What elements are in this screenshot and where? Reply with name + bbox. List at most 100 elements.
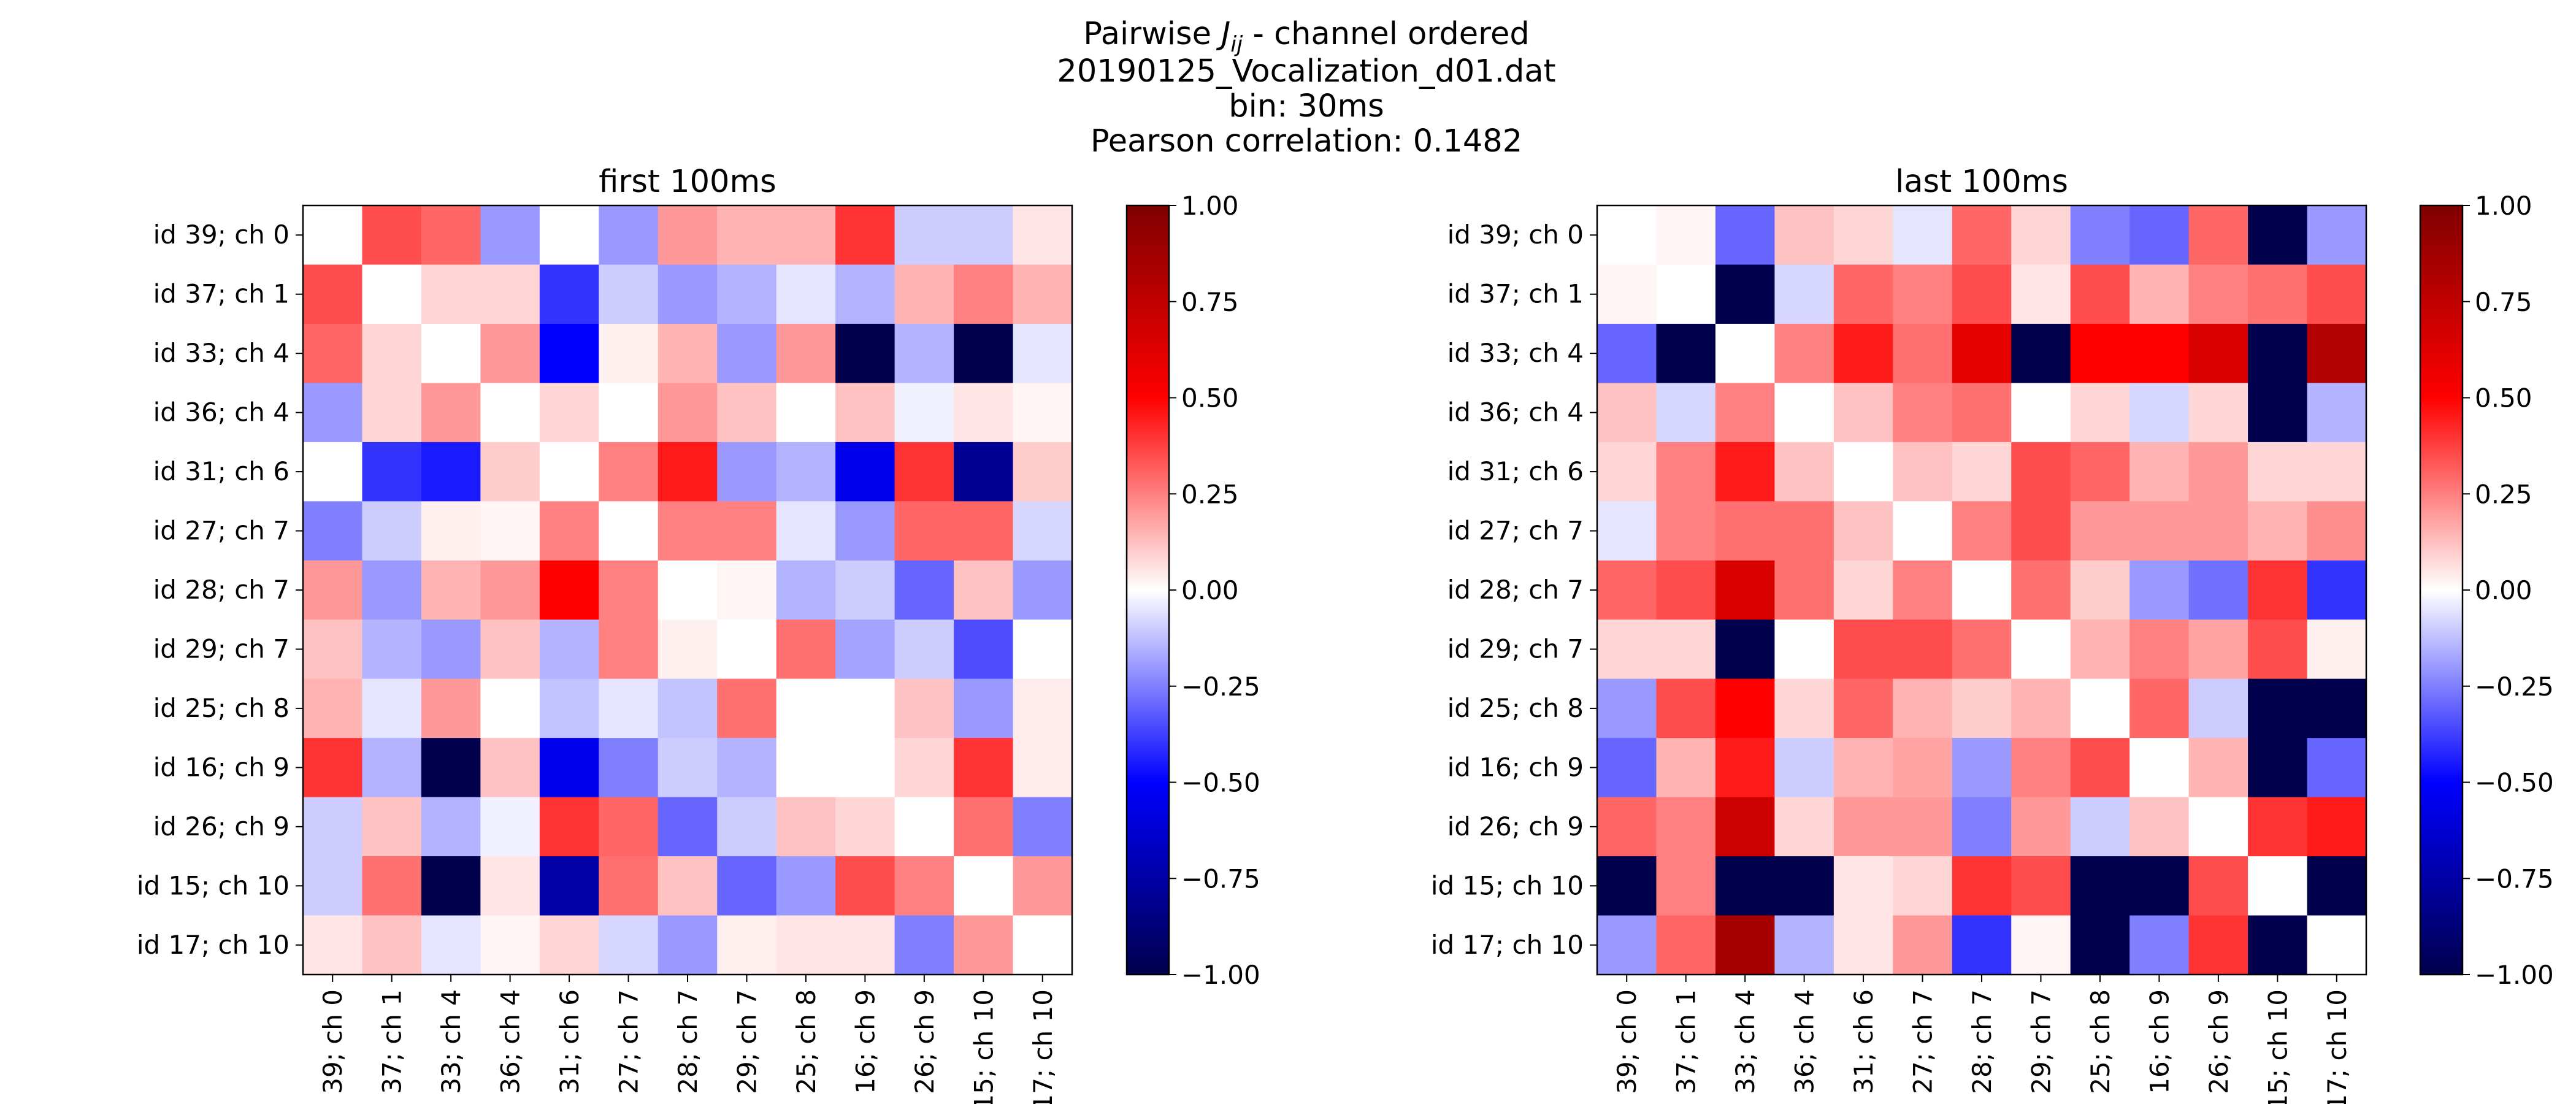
heatmap-cell <box>1774 442 1834 502</box>
x-tick-label: id 15; ch 10 <box>968 989 999 1104</box>
heatmap-cells <box>303 205 1073 975</box>
y-tick-label: id 31; ch 6 <box>1447 456 1584 486</box>
colorbar-tick-label: −1.00 <box>2475 960 2554 990</box>
heatmap-cell <box>480 383 540 443</box>
x-tick-label: id 36; ch 4 <box>1790 989 1820 1104</box>
heatmap-cell <box>2307 560 2367 620</box>
heatmap-cell <box>2248 560 2308 620</box>
heatmap-cell <box>835 915 895 975</box>
heatmap-cell <box>894 323 954 383</box>
panel-title-first: first 100ms <box>599 164 776 200</box>
x-tick-label: id 16; ch 9 <box>850 989 880 1104</box>
y-tick-label: id 39; ch 0 <box>153 220 289 250</box>
heatmap-cell <box>1715 856 1775 916</box>
heatmap-cell <box>539 501 599 561</box>
figure-suptitle: Pairwise Jij - channel ordered20190125_V… <box>1057 16 1555 159</box>
heatmap-cell <box>717 678 777 738</box>
heatmap-cell <box>303 619 363 680</box>
x-tick-label: id 25; ch 8 <box>791 989 821 1104</box>
heatmap-cell <box>1774 738 1834 798</box>
heatmap-cell <box>2307 442 2367 502</box>
heatmap-cell <box>894 619 954 680</box>
heatmap-cell <box>2011 323 2071 383</box>
heatmap-cell <box>1715 205 1775 266</box>
heatmap-cell <box>894 797 954 857</box>
heatmap-cell <box>1597 797 1657 857</box>
heatmap-cell <box>362 560 422 620</box>
heatmap-cell <box>2011 383 2071 443</box>
heatmap-cell <box>1893 383 1953 443</box>
heatmap-cell <box>1833 738 1893 798</box>
heatmap-cell <box>1893 501 1953 561</box>
heatmap-cell <box>894 560 954 620</box>
heatmap-cell <box>480 678 540 738</box>
y-tick-label: id 17; ch 10 <box>137 930 289 960</box>
heatmap-cell <box>2248 264 2308 324</box>
y-tick-label: id 28; ch 7 <box>153 575 289 605</box>
heatmap-cell <box>303 323 363 383</box>
heatmap-cell <box>1597 856 1657 916</box>
heatmap-cell <box>2070 856 2130 916</box>
heatmap-cell <box>421 205 481 266</box>
heatmap-cell <box>1833 560 1893 620</box>
heatmap-cell <box>599 560 659 620</box>
heatmap-cell <box>421 501 481 561</box>
heatmap-cell <box>1597 383 1657 443</box>
suptitle-line-2: 20190125_Vocalization_d01.dat <box>1057 53 1555 90</box>
heatmap-cell <box>776 205 836 266</box>
heatmap-cell <box>599 501 659 561</box>
heatmap-cell <box>2129 678 2190 738</box>
y-tick-label: id 29; ch 7 <box>153 634 289 664</box>
heatmap-cell <box>421 442 481 502</box>
heatmap-cell <box>1013 856 1073 916</box>
heatmap-cell <box>2070 383 2130 443</box>
heatmap-cell <box>1013 205 1073 266</box>
heatmap-cell <box>1833 678 1893 738</box>
heatmap-cell <box>2070 797 2130 857</box>
suptitle-text-rest: - channel ordered <box>1243 16 1529 52</box>
heatmap-cell <box>303 205 363 266</box>
x-tick-label: id 26; ch 9 <box>910 989 940 1104</box>
heatmap-cell <box>1893 619 1953 680</box>
x-tick-label: id 28; ch 7 <box>673 989 703 1104</box>
heatmap-cell <box>717 619 777 680</box>
heatmap-cell <box>1893 856 1953 916</box>
heatmap-cell <box>2307 915 2367 975</box>
heatmap-cell <box>894 442 954 502</box>
heatmap-cell <box>657 619 718 680</box>
y-tick-label: id 25; ch 8 <box>1447 693 1584 723</box>
heatmap-cell <box>657 797 718 857</box>
heatmap-cell <box>1715 442 1775 502</box>
heatmap-cell <box>1013 738 1073 798</box>
heatmap-cell <box>776 501 836 561</box>
heatmap-cell <box>2011 442 2071 502</box>
x-tick-label: id 36; ch 4 <box>496 989 526 1104</box>
heatmap-cell <box>2248 797 2308 857</box>
heatmap-cell <box>539 856 599 916</box>
x-tick-label: id 29; ch 7 <box>2026 989 2056 1104</box>
heatmap-cell <box>1952 560 2012 620</box>
heatmap-cell <box>2307 856 2367 916</box>
heatmap-cell <box>1833 264 1893 324</box>
x-tick-label: id 25; ch 8 <box>2085 989 2115 1104</box>
heatmap-cell <box>835 264 895 324</box>
heatmap-cell <box>776 619 836 680</box>
heatmap-cell <box>954 797 1014 857</box>
heatmap-cell <box>776 797 836 857</box>
heatmap-cell <box>954 678 1014 738</box>
heatmap-cell <box>717 797 777 857</box>
colorbar-tick-label: 1.00 <box>1181 191 1239 221</box>
heatmap-cell <box>1833 205 1893 266</box>
heatmap-cell <box>539 797 599 857</box>
heatmap-cell <box>776 323 836 383</box>
heatmap-cell <box>303 856 363 916</box>
heatmap-cell <box>539 560 599 620</box>
heatmap-cell <box>835 619 895 680</box>
x-tick-label: id 27; ch 7 <box>614 989 644 1104</box>
heatmap-cell <box>1774 797 1834 857</box>
heatmap-cell <box>362 915 422 975</box>
heatmap-cell <box>421 797 481 857</box>
y-tick-label: id 39; ch 0 <box>1447 220 1584 250</box>
heatmap-cell <box>1656 915 1716 975</box>
